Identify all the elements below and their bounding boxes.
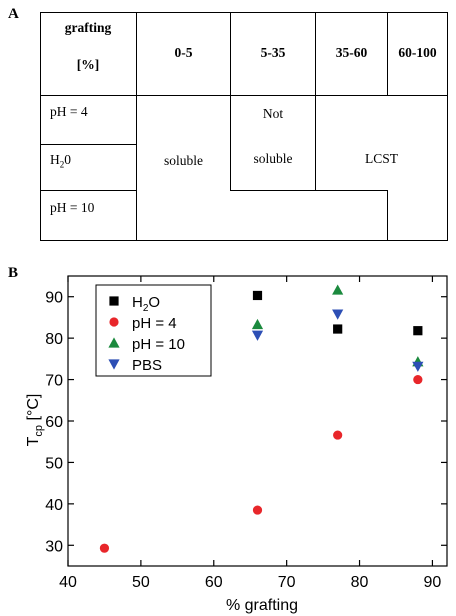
data-point: [413, 326, 423, 336]
row-label-h2o-sub: 2: [59, 159, 65, 170]
y-tick-label: 50: [45, 455, 63, 472]
data-point: [332, 284, 344, 295]
y-tick-label: 40: [45, 497, 63, 514]
region-not-soluble-2: soluble: [253, 151, 293, 166]
legend-label: PBS: [132, 357, 162, 374]
x-axis-label: % grafting: [226, 597, 298, 614]
region-not-soluble-1: Not: [262, 106, 284, 121]
legend-marker: [109, 317, 119, 327]
legend-label: pH = 4: [132, 315, 177, 332]
header-range-35-60: 35-60: [335, 45, 368, 60]
header-grafting-unit: [%]: [76, 57, 100, 72]
legend-marker: [108, 359, 120, 370]
step-line-3: [387, 190, 388, 241]
table-border-right: [447, 12, 448, 241]
y-tick-label: 80: [45, 331, 63, 348]
data-point: [413, 374, 423, 385]
table-border-bottom: [40, 240, 448, 241]
row-label-h2o: H20: [50, 152, 71, 170]
step-line-1: [230, 190, 388, 191]
table-border-top: [40, 12, 448, 13]
divider-3: [315, 12, 316, 96]
data-point: [333, 430, 343, 440]
data-point: [99, 543, 110, 553]
table-border-left: [40, 12, 41, 241]
y-axis-label-unit: [°C]: [25, 394, 42, 425]
header-separator: [40, 95, 448, 96]
y-axis-label-sub: cp: [33, 425, 45, 437]
y-axis-label-main: T: [25, 436, 42, 446]
x-tick-label: 50: [132, 574, 150, 591]
data-point: [333, 324, 343, 334]
row-label-h2o-main: H: [50, 152, 60, 167]
legend-label: pH = 10: [132, 336, 185, 353]
divider-1: [136, 12, 137, 241]
legend-marker: [109, 296, 119, 306]
data-point: [252, 290, 263, 301]
panel-a-label: A: [8, 6, 19, 22]
x-tick-label: 60: [205, 574, 223, 591]
y-tick-label: 60: [45, 414, 63, 431]
y-axis-label: Tcp [°C]: [25, 394, 45, 447]
data-point: [251, 330, 264, 341]
x-tick-label: 40: [59, 574, 77, 591]
data-point: [252, 505, 263, 515]
data-point: [412, 361, 424, 372]
y-tick-label: 90: [45, 290, 63, 307]
header-range-60-100: 60-100: [398, 45, 437, 60]
x-tick-label: 90: [424, 574, 442, 591]
legend-marker: [108, 337, 120, 348]
x-tick-label: 80: [351, 574, 369, 591]
row-label-h2o-tail: 0: [64, 152, 71, 167]
y-tick-label: 70: [45, 373, 63, 390]
region-lcst: LCST: [364, 151, 398, 166]
region-soluble: soluble: [164, 153, 203, 168]
data-point: [251, 318, 264, 330]
row-sep-2: [40, 190, 137, 191]
panel-b-label: B: [8, 265, 19, 281]
divider-2: [230, 12, 231, 191]
divider-4: [387, 12, 388, 96]
row-label-ph4: pH = 4: [50, 104, 88, 119]
y-tick-label: 30: [45, 538, 63, 555]
data-point: [332, 309, 344, 320]
header-range-5-35: 5-35: [260, 45, 286, 60]
header-grafting: grafting: [64, 20, 112, 35]
row-sep-1: [40, 144, 137, 145]
header-range-0-5: 0-5: [174, 45, 193, 60]
x-tick-label: 70: [278, 574, 296, 591]
solubility-table: grafting [%] 0-5 5-35 35-60 60-100 pH = …: [0, 0, 456, 250]
legend-label: H2O: [132, 294, 160, 314]
row-label-ph10: pH = 10: [50, 200, 95, 215]
step-line-2: [315, 96, 316, 191]
